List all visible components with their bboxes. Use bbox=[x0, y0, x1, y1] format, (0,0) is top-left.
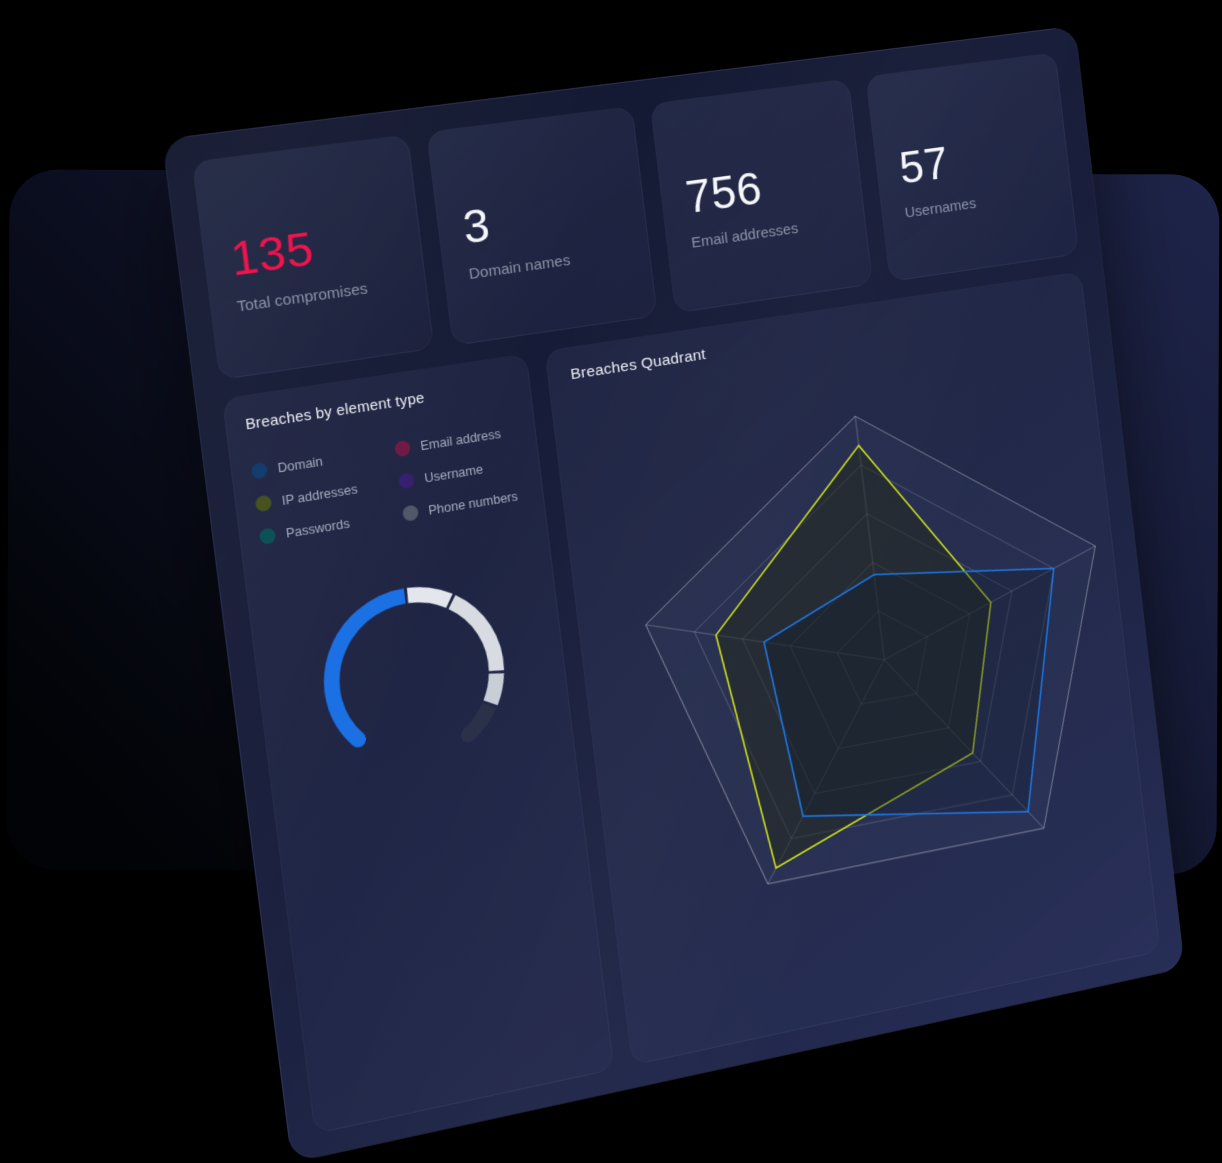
stat-value-email-addresses: 756 bbox=[682, 161, 765, 224]
legend-item-email-address[interactable]: Email address bbox=[393, 423, 518, 458]
legend-label-passwords: Passwords bbox=[285, 515, 351, 541]
legend-label-phone-numbers: Phone numbers bbox=[427, 488, 519, 518]
stat-card-usernames: 57 Usernames bbox=[865, 52, 1079, 282]
stat-card-total-compromises: 135 Total compromises bbox=[191, 134, 434, 381]
radar-chart bbox=[572, 309, 1160, 1042]
legend-item-domain[interactable]: Domain bbox=[250, 442, 396, 480]
legend-item-ip-addresses[interactable]: IP addresses bbox=[254, 474, 400, 513]
stat-card-email-addresses: 756 Email addresses bbox=[649, 78, 873, 314]
breaches-by-type-card: Breaches by element type Domain Email ad… bbox=[221, 353, 615, 1135]
legend-dot-ip-addresses bbox=[254, 494, 273, 513]
stat-value-domain-names: 3 bbox=[460, 197, 493, 254]
legend-item-passwords[interactable]: Passwords bbox=[258, 507, 404, 546]
breaches-quadrant-card: Breaches Quadrant bbox=[544, 271, 1161, 1066]
legend-dot-passwords bbox=[258, 527, 277, 546]
breaches-by-type-title: Breaches by element type bbox=[244, 390, 426, 434]
legend-item-phone-numbers[interactable]: Phone numbers bbox=[401, 487, 525, 522]
screen: { "stats": { "cards": [ {"value": "135",… bbox=[0, 0, 1222, 814]
stat-value-usernames: 57 bbox=[896, 136, 952, 194]
legend-item-username[interactable]: Username bbox=[397, 455, 521, 490]
dashboard-panel: 135 Total compromises 3 Domain names 756… bbox=[161, 25, 1185, 1163]
donut-gauge-chart bbox=[292, 552, 535, 804]
legend-dot-domain bbox=[250, 461, 269, 480]
legend-dot-username bbox=[397, 472, 416, 490]
content-row: Breaches by element type Domain Email ad… bbox=[221, 271, 1161, 1135]
legend-label-ip-addresses: IP addresses bbox=[280, 481, 359, 508]
legend-dot-email-address bbox=[393, 439, 412, 458]
legend-label-domain: Domain bbox=[276, 453, 324, 476]
stat-value-total-compromises: 135 bbox=[227, 221, 317, 286]
legend-label-email-address: Email address bbox=[419, 426, 502, 453]
legend-label-username: Username bbox=[423, 461, 484, 486]
stat-card-domain-names: 3 Domain names bbox=[425, 105, 658, 347]
chart-legend: Domain Email address IP addresses Userna… bbox=[250, 423, 526, 546]
legend-dot-phone-numbers bbox=[401, 504, 420, 522]
